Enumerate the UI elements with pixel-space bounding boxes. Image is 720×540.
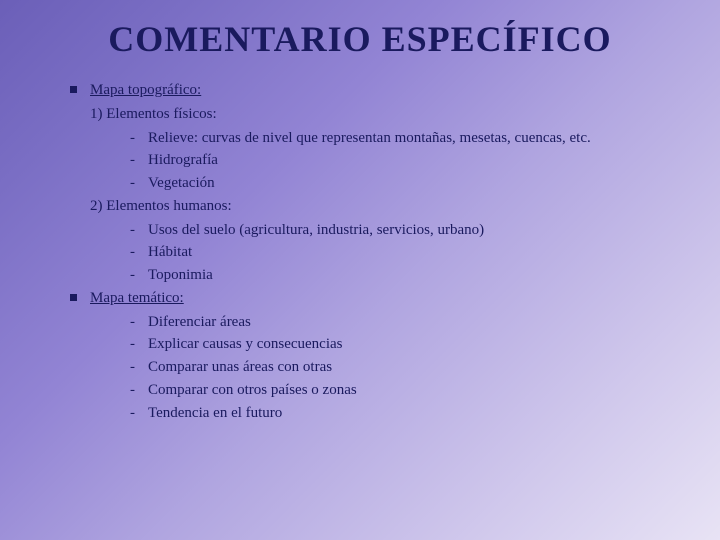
slide-title: COMENTARIO ESPECÍFICO <box>0 0 720 60</box>
slide-content: Mapa topográfico: 1) Elementos físicos:Re… <box>0 60 720 424</box>
square-bullet-icon <box>70 294 77 301</box>
dash-item: Explicar causas y consecuencias <box>130 334 670 356</box>
dash-item: Relieve: curvas de nivel que representan… <box>130 128 670 150</box>
section-label: 1) Elementos físicos: <box>70 104 670 126</box>
dash-list: Usos del suelo (agricultura, industria, … <box>70 220 670 287</box>
dash-item: Comparar unas áreas con otras <box>130 357 670 379</box>
dash-item: Vegetación <box>130 173 670 195</box>
dash-list: Relieve: curvas de nivel que representan… <box>70 128 670 195</box>
dash-item: Tendencia en el futuro <box>130 403 670 425</box>
dash-list: Diferenciar áreasExplicar causas y conse… <box>70 312 670 425</box>
dash-item: Hábitat <box>130 242 670 264</box>
group-heading: Mapa topográfico: <box>70 80 670 102</box>
group-label: Mapa topográfico: <box>90 82 201 98</box>
dash-item: Hidrografía <box>130 150 670 172</box>
dash-item: Diferenciar áreas <box>130 312 670 334</box>
dash-item: Toponimia <box>130 265 670 287</box>
group-heading: Mapa temático: <box>70 288 670 310</box>
section-label: 2) Elementos humanos: <box>70 196 670 218</box>
dash-item: Usos del suelo (agricultura, industria, … <box>130 220 670 242</box>
square-bullet-icon <box>70 86 77 93</box>
dash-item: Comparar con otros países o zonas <box>130 380 670 402</box>
group-label: Mapa temático: <box>90 290 184 306</box>
